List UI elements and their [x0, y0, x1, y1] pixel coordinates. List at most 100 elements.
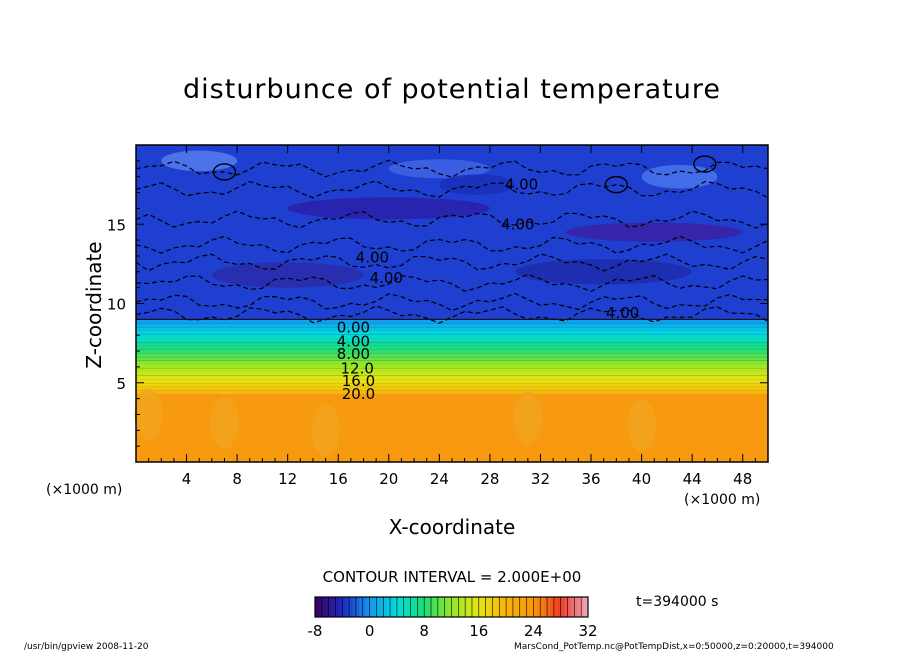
contour-label: 4.00 [606, 304, 639, 322]
colorbar-tick-label: 0 [365, 622, 375, 640]
field-gradient-band [136, 378, 768, 384]
field-patch [627, 399, 656, 452]
field-patch [210, 396, 239, 449]
y-tick-label: 15 [107, 216, 126, 234]
colorbar-cell [485, 597, 490, 617]
colorbar-cell [499, 597, 504, 617]
field-gradient-band [136, 326, 768, 332]
contour-line-dashed [135, 273, 769, 292]
contour-label: 4.00 [337, 333, 370, 351]
field-lower [136, 393, 768, 462]
contour-label: 4.00 [501, 215, 534, 233]
colorbar-cell [547, 597, 551, 617]
y-tick-label: 5 [116, 375, 126, 393]
chart-title: disturbunce of potential temperature [183, 74, 721, 105]
colorbar-cell [526, 597, 531, 617]
x-tick-label: 48 [733, 470, 752, 488]
colorbar-cell [451, 597, 456, 617]
colorbar-cell [475, 597, 480, 617]
field-gradient-band [136, 390, 768, 395]
field-gradient-band [136, 364, 768, 369]
field-gradient-band [136, 382, 768, 387]
contour-label: 4.00 [356, 249, 389, 267]
colorbar-cell [581, 597, 585, 617]
colorbar-cell [325, 597, 330, 617]
colorbar-cell [512, 597, 517, 617]
x-tick-label: 28 [480, 470, 499, 488]
contour-label: 8.00 [337, 345, 370, 363]
field-gradient-band [136, 356, 768, 361]
colorbar-cell [366, 597, 370, 617]
field-gradient-band [136, 341, 768, 346]
x-unit-label: (×1000 m) [684, 492, 761, 508]
colorbar-cell [533, 597, 538, 617]
colorbar-cell [465, 597, 469, 617]
field-patch [287, 197, 490, 220]
field-patch [439, 174, 516, 195]
y-unit-label: (×1000 m) [46, 482, 123, 498]
contour-label: 0.00 [337, 318, 370, 336]
colorbar-cell [523, 597, 527, 617]
colorbar-tick-label: -8 [308, 622, 323, 640]
colorbar-cell [560, 597, 565, 617]
contour-label: 4.00 [505, 176, 538, 194]
colorbar-tick-label: 8 [419, 622, 429, 640]
colorbar-cell [427, 597, 432, 617]
x-tick-label: 16 [329, 470, 348, 488]
colorbar-cell [335, 597, 340, 617]
colorbar-cell [349, 597, 353, 617]
colorbar-cell [417, 597, 422, 617]
colorbar-cell [410, 597, 415, 617]
field-gradient-band [136, 337, 768, 343]
colorbar-cell [458, 597, 463, 617]
colorbar-cell [529, 597, 534, 617]
field-patch [515, 259, 693, 285]
colorbar-cell [536, 597, 541, 617]
colorbar-cell [420, 597, 425, 617]
colorbar-cell [437, 597, 442, 617]
colorbar-cell [553, 597, 558, 617]
colorbar-cell [567, 597, 572, 617]
field-gradient-band [136, 330, 768, 335]
colorbar-cell [441, 597, 446, 617]
x-tick-label: 44 [683, 470, 702, 488]
footer-right: MarsCond_PotTemp.nc@PotTempDist,x=0:5000… [514, 642, 834, 652]
colorbar-cell [393, 597, 398, 617]
x-tick-label: 8 [232, 470, 242, 488]
x-tick-label: 32 [531, 470, 550, 488]
x-tick-label: 24 [430, 470, 449, 488]
colorbar-cell [454, 597, 459, 617]
colorbar-cell [557, 597, 562, 617]
field-gradient-band [136, 371, 768, 376]
colorbar-cell [431, 597, 435, 617]
contour-line-dashed [135, 210, 769, 229]
contour-label: 20.0 [342, 385, 375, 403]
field-gradient-band [136, 323, 768, 328]
field-patch [161, 150, 238, 172]
field-gradient-band [136, 349, 768, 354]
colorbar-cell [519, 597, 524, 617]
colorbar-cell [390, 597, 394, 617]
contour-interval: CONTOUR INTERVAL = 2.000E+00 [322, 568, 582, 586]
field-gradient-band [136, 334, 768, 339]
colorbar-cell [468, 597, 473, 617]
colorbar-cell [564, 597, 568, 617]
colorbar-cell [386, 597, 391, 617]
field-gradient-band [136, 386, 768, 391]
colorbar-cell [373, 597, 377, 617]
colorbar-cell [355, 597, 360, 617]
colorbar-cell [478, 597, 483, 617]
colorbar-cell [471, 597, 476, 617]
field-gradient-band [136, 319, 768, 324]
colorbar-cell [376, 597, 381, 617]
colorbar-cell [516, 597, 521, 617]
colorbar-cell [506, 597, 510, 617]
contour-line-dashed [135, 253, 769, 272]
colorbar-cell [403, 597, 408, 617]
colorbar-cell [577, 597, 582, 617]
colorbar-cell [369, 597, 374, 617]
colorbar-cell [315, 597, 319, 617]
colorbar-cell [383, 597, 388, 617]
field-patch [565, 222, 743, 242]
